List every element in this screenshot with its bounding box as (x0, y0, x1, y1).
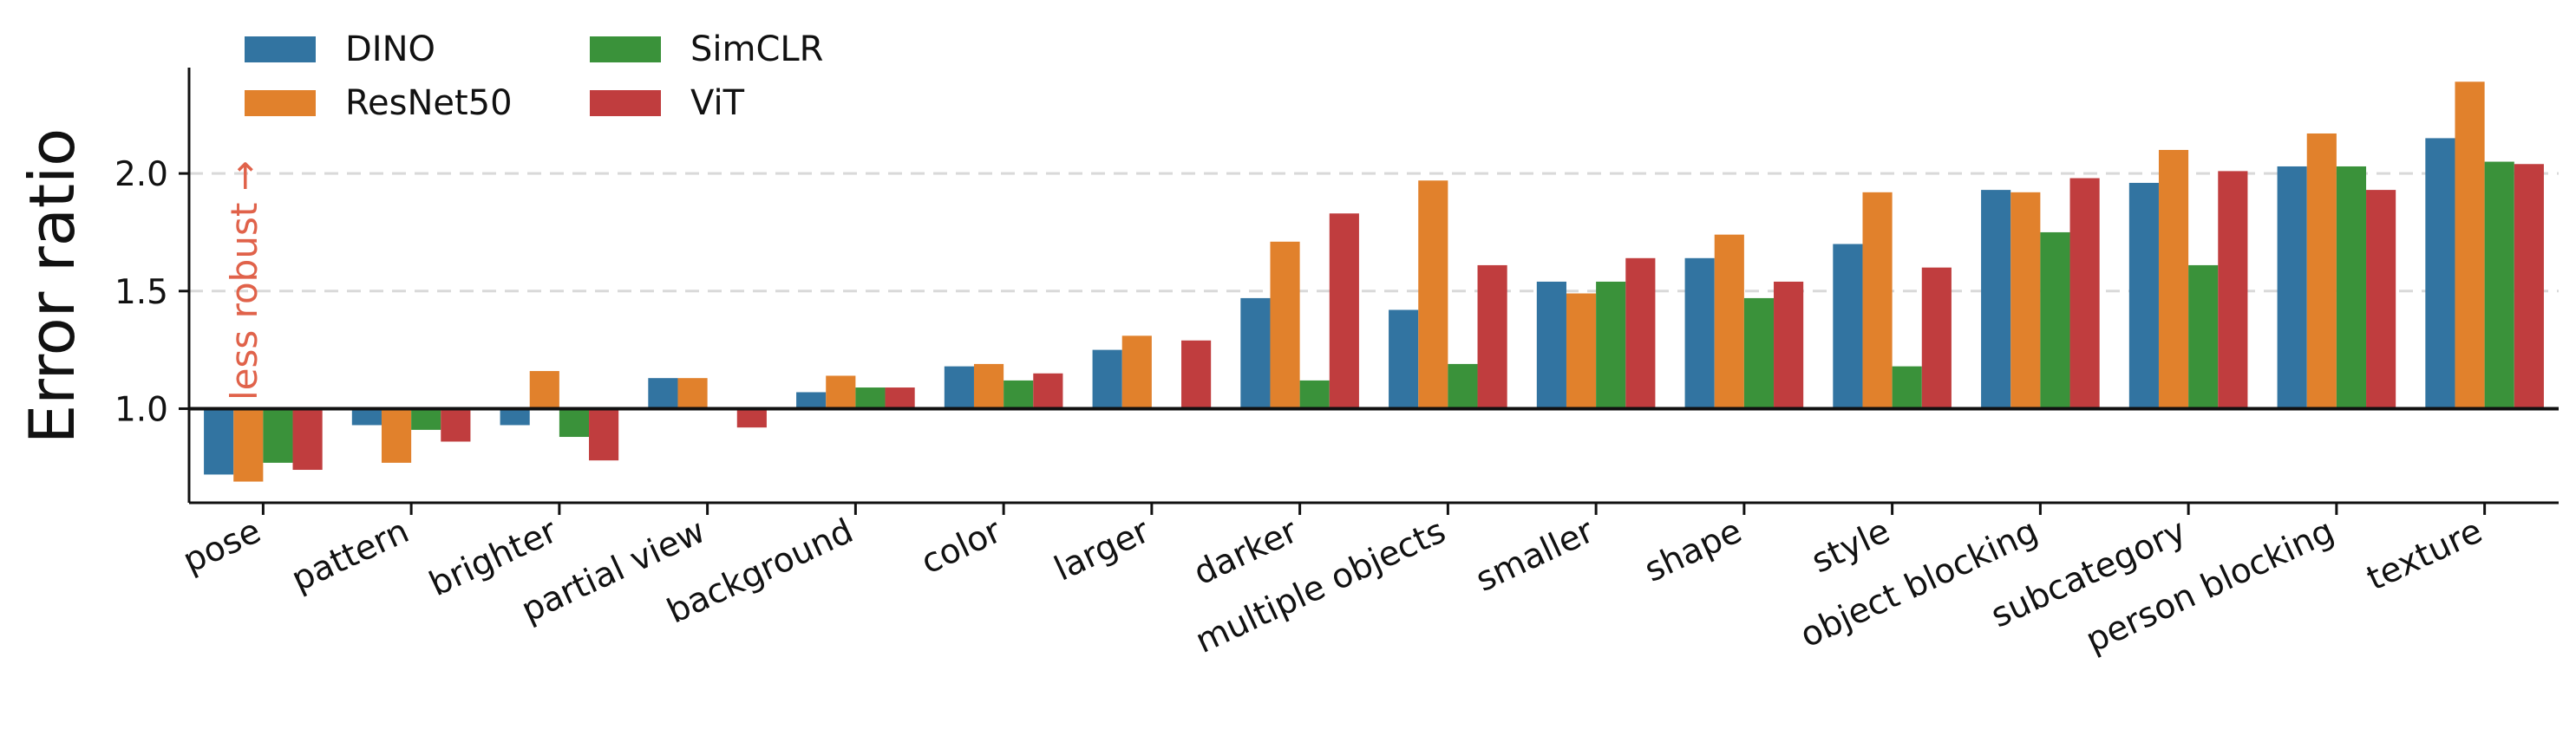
bar-vit-11 (1921, 267, 1952, 409)
x-tick-label: pattern (285, 511, 415, 599)
legend-swatch-vit (590, 90, 661, 116)
x-tick-label: color (915, 511, 1008, 583)
bar-resnet50-7 (1270, 241, 1300, 409)
legend-label-resnet50: ResNet50 (345, 83, 513, 123)
bar-resnet50-6 (1121, 335, 1152, 409)
less-robust-annotation: less robust → (223, 160, 265, 400)
bar-resnet50-5 (973, 363, 1004, 409)
bar-simclr-15 (2484, 161, 2514, 409)
bar-dino-0 (204, 408, 234, 475)
bar-vit-1 (441, 408, 471, 442)
bar-resnet50-9 (1566, 293, 1597, 409)
legend-swatch-dino (245, 36, 316, 62)
bar-resnet50-1 (381, 408, 412, 463)
y-ticks: 1.0 1.5 2.0 (114, 155, 189, 429)
bar-vit-4 (885, 387, 915, 409)
bars (204, 81, 2544, 482)
bar-simclr-8 (1448, 363, 1478, 409)
bar-vit-2 (589, 408, 619, 461)
bar-vit-5 (1033, 373, 1063, 409)
bar-simclr-12 (2040, 231, 2070, 409)
bar-vit-8 (1477, 264, 1507, 409)
bar-vit-9 (1625, 257, 1656, 409)
bar-vit-7 (1329, 213, 1359, 409)
axes (187, 68, 2559, 504)
bar-vit-0 (292, 408, 323, 471)
y-tick-label: 1.5 (114, 273, 168, 312)
bar-resnet50-4 (826, 375, 856, 409)
bar-simclr-14 (2336, 166, 2367, 409)
bar-simclr-7 (1299, 380, 1330, 409)
bar-simclr-5 (1004, 380, 1034, 409)
bar-vit-6 (1181, 340, 1212, 409)
bar-dino-8 (1389, 309, 1419, 409)
bar-resnet50-14 (2306, 133, 2337, 409)
bar-resnet50-13 (2158, 149, 2189, 409)
legend-label-dino: DINO (345, 29, 435, 69)
bar-simclr-0 (263, 408, 293, 463)
bar-resnet50-3 (677, 378, 708, 409)
bar-dino-1 (351, 408, 382, 426)
bar-simclr-2 (559, 408, 590, 438)
x-tick-label: style (1806, 511, 1896, 581)
bar-vit-10 (1774, 281, 1804, 409)
bar-resnet50-2 (529, 371, 559, 409)
bar-resnet50-11 (1862, 192, 1893, 409)
bar-dino-5 (944, 366, 974, 409)
bar-simclr-13 (2188, 264, 2219, 409)
bar-dino-4 (796, 392, 827, 409)
legend-swatch-simclr (590, 36, 661, 62)
x-tick-label: smaller (1470, 511, 1600, 600)
legend-label-vit: ViT (690, 83, 745, 123)
bar-resnet50-8 (1418, 180, 1448, 409)
bar-vit-13 (2218, 171, 2248, 409)
bar-vit-14 (2366, 190, 2396, 409)
bar-dino-7 (1240, 297, 1271, 409)
bar-dino-3 (648, 378, 678, 409)
x-tick-label: texture (2361, 511, 2488, 598)
bar-dino-10 (1684, 257, 1715, 409)
bar-vit-12 (2069, 178, 2100, 409)
bar-vit-3 (736, 408, 767, 428)
y-axis-label: Error ratio (16, 128, 88, 444)
bar-simclr-4 (855, 387, 886, 409)
bar-simclr-1 (411, 408, 441, 430)
bar-dino-13 (2128, 182, 2159, 409)
x-tick-label: shape (1638, 511, 1748, 590)
bar-resnet50-0 (233, 408, 264, 482)
legend-label-simclr: SimCLR (690, 29, 823, 69)
bar-resnet50-15 (2455, 81, 2485, 409)
x-tick-label: person blocking (2080, 511, 2340, 661)
bar-simclr-11 (1892, 366, 1922, 409)
bar-vit-15 (2514, 164, 2544, 409)
bar-dino-12 (1981, 190, 2011, 409)
bar-dino-11 (1833, 244, 1863, 409)
bar-dino-2 (500, 408, 530, 426)
x-tick-label: pose (177, 511, 266, 581)
bar-resnet50-10 (1714, 234, 1744, 409)
x-tick-label: larger (1049, 511, 1156, 589)
bar-simclr-9 (1596, 281, 1626, 409)
bar-dino-9 (1536, 281, 1566, 409)
bar-resnet50-12 (2010, 192, 2041, 409)
y-tick-label: 2.0 (114, 155, 168, 194)
legend: DINO ResNet50 SimCLR ViT (245, 29, 823, 123)
legend-swatch-resnet50 (245, 90, 316, 116)
bar-dino-15 (2425, 138, 2455, 409)
bar-simclr-10 (1743, 297, 1775, 409)
bar-dino-14 (2277, 166, 2307, 409)
x-tick-label: multiple objects (1190, 511, 1452, 661)
y-tick-label: 1.0 (114, 390, 168, 429)
bar-dino-6 (1092, 349, 1122, 409)
